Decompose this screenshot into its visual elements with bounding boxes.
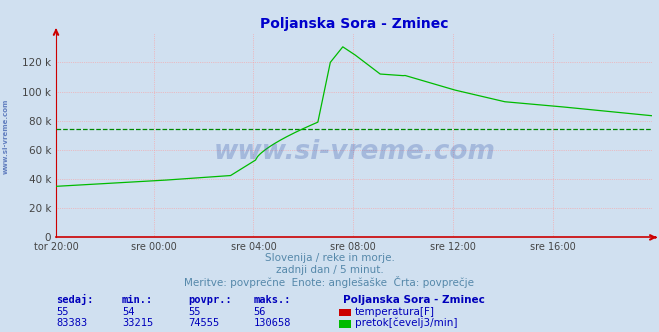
Title: Poljanska Sora - Zminec: Poljanska Sora - Zminec xyxy=(260,17,449,31)
Text: 83383: 83383 xyxy=(56,318,87,328)
Text: zadnji dan / 5 minut.: zadnji dan / 5 minut. xyxy=(275,265,384,275)
Text: povpr.:: povpr.: xyxy=(188,295,231,305)
Text: www.si-vreme.com: www.si-vreme.com xyxy=(2,98,9,174)
Text: maks.:: maks.: xyxy=(254,295,291,305)
Text: 54: 54 xyxy=(122,307,134,317)
Text: 130658: 130658 xyxy=(254,318,291,328)
Text: temperatura[F]: temperatura[F] xyxy=(355,307,434,317)
Text: pretok[čevelj3/min]: pretok[čevelj3/min] xyxy=(355,317,457,328)
Text: Slovenija / reke in morje.: Slovenija / reke in morje. xyxy=(264,253,395,263)
Text: sedaj:: sedaj: xyxy=(56,294,94,305)
Text: 55: 55 xyxy=(56,307,69,317)
Text: 74555: 74555 xyxy=(188,318,219,328)
Text: Poljanska Sora - Zminec: Poljanska Sora - Zminec xyxy=(343,295,484,305)
Text: www.si-vreme.com: www.si-vreme.com xyxy=(214,139,495,165)
Text: 33215: 33215 xyxy=(122,318,153,328)
Text: min.:: min.: xyxy=(122,295,153,305)
Text: Meritve: povprečne  Enote: anglešaške  Črta: povprečje: Meritve: povprečne Enote: anglešaške Črt… xyxy=(185,276,474,288)
Text: 56: 56 xyxy=(254,307,266,317)
Text: 55: 55 xyxy=(188,307,200,317)
